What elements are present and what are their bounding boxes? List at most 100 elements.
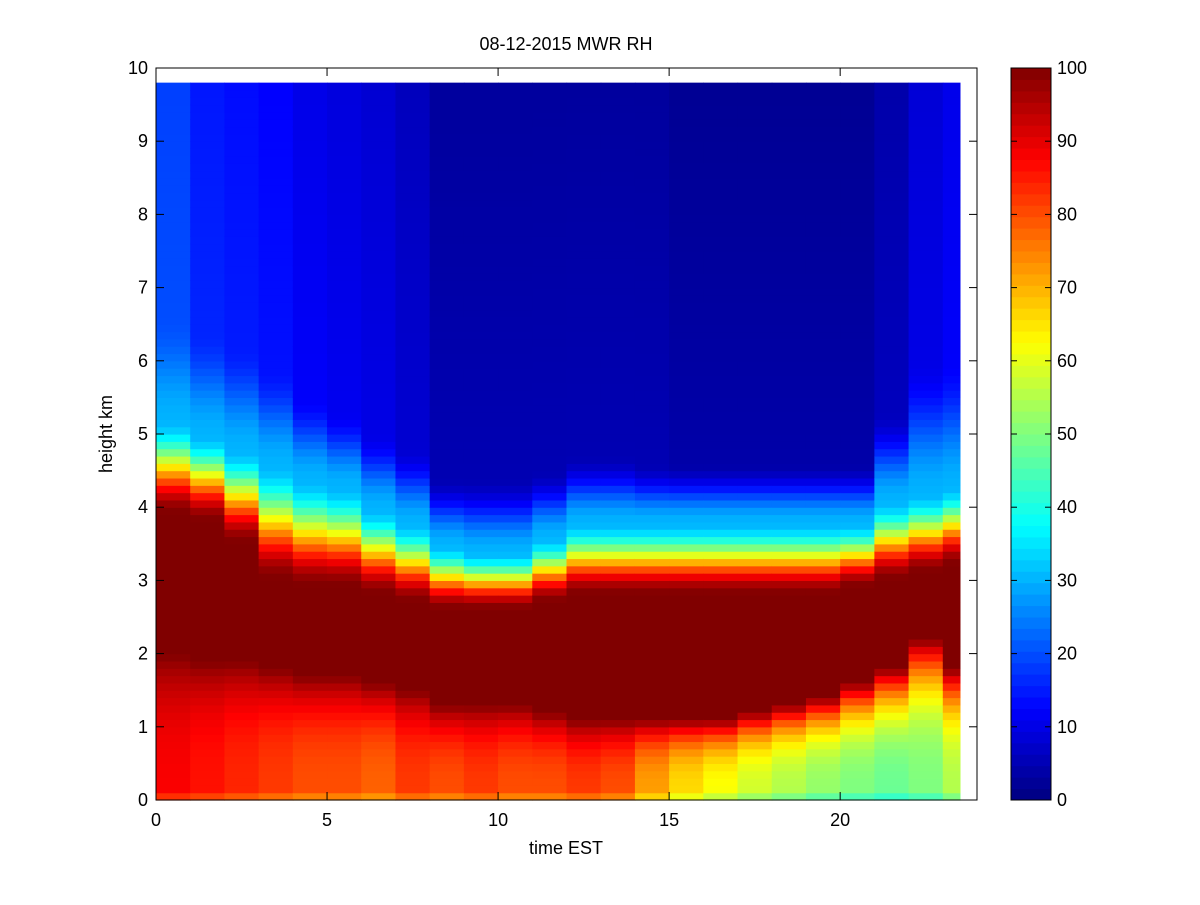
heatmap-cell [429, 353, 465, 362]
heatmap-cell [771, 470, 807, 479]
heatmap-cell [327, 638, 362, 647]
heatmap-cell [840, 734, 875, 743]
heatmap-cell [840, 404, 875, 413]
heatmap-cell [874, 726, 910, 735]
heatmap-cell [429, 324, 465, 333]
heatmap-cell [258, 660, 294, 669]
heatmap-cell [669, 126, 704, 135]
heatmap-cell [600, 529, 636, 538]
heatmap-cell [771, 485, 807, 494]
colorbar-segment [1011, 205, 1051, 218]
heatmap-cell [703, 126, 739, 135]
heatmap-cell [292, 148, 328, 157]
heatmap-cell [669, 412, 704, 420]
heatmap-cell [361, 221, 397, 230]
heatmap-cell [190, 148, 226, 157]
heatmap-cell [566, 543, 602, 552]
heatmap-cell [737, 697, 773, 706]
heatmap-cell [771, 792, 807, 801]
heatmap-cell [258, 646, 294, 655]
heatmap-cell [600, 104, 636, 113]
heatmap-cell [498, 382, 533, 391]
heatmap-cell [805, 368, 841, 377]
heatmap-cell [669, 660, 704, 669]
heatmap-cell [498, 617, 533, 625]
heatmap-cell [190, 155, 226, 164]
heatmap-cell [805, 192, 841, 201]
heatmap-cell [498, 104, 533, 113]
heatmap-cell [327, 111, 362, 120]
heatmap-cell [361, 529, 397, 538]
heatmap-cell [805, 89, 841, 98]
heatmap-cell [292, 712, 328, 721]
heatmap-cell [429, 631, 465, 640]
heatmap-cell [908, 690, 944, 699]
heatmap-cell [292, 390, 328, 398]
heatmap-cell [156, 792, 191, 801]
heatmap-cell [737, 638, 773, 647]
heatmap-cell [258, 221, 294, 230]
heatmap-cell [874, 763, 910, 772]
heatmap-cell [292, 119, 328, 128]
heatmap-cell [190, 778, 226, 786]
heatmap-cell [669, 565, 704, 574]
heatmap-cell [566, 551, 602, 560]
heatmap-cell [942, 338, 961, 347]
heatmap-cell [566, 558, 602, 567]
heatmap-cell [908, 177, 944, 186]
heatmap-cell [532, 741, 568, 750]
heatmap-cell [532, 265, 568, 274]
heatmap-cell [292, 155, 328, 164]
heatmap-cell [805, 726, 841, 735]
heatmap-cell [156, 185, 191, 194]
heatmap-cell [463, 580, 499, 589]
heatmap-cell [805, 617, 841, 625]
heatmap-cell [703, 580, 739, 589]
heatmap-cell [395, 141, 431, 150]
heatmap-cell [532, 287, 568, 296]
heatmap-cell [292, 646, 328, 655]
heatmap-cell [703, 448, 739, 457]
heatmap-cell [908, 324, 944, 333]
heatmap-cell [634, 434, 670, 442]
heatmap-cell [224, 324, 260, 333]
heatmap-cell [737, 346, 773, 355]
heatmap-cell [805, 316, 841, 325]
heatmap-cell [463, 448, 499, 457]
heatmap-cell [292, 236, 328, 245]
heatmap-cell [224, 660, 260, 669]
heatmap-cell [805, 448, 841, 457]
heatmap-cell [224, 368, 260, 377]
heatmap-cell [669, 155, 704, 164]
heatmap-cell [566, 521, 602, 530]
y-tick-label: 4 [138, 497, 148, 517]
heatmap-cell [224, 595, 260, 603]
heatmap-cell [942, 485, 961, 494]
heatmap-cell [703, 185, 739, 194]
heatmap-cell [771, 199, 807, 208]
heatmap-cell [156, 492, 191, 501]
heatmap-cell [224, 82, 260, 91]
heatmap-cell [600, 294, 636, 303]
heatmap-cell [224, 785, 260, 794]
heatmap-cell [600, 565, 636, 574]
heatmap-cell [429, 514, 465, 523]
heatmap-cell [771, 653, 807, 662]
heatmap-cell [874, 595, 910, 603]
heatmap-cell [258, 748, 294, 757]
heatmap-cell [874, 770, 910, 779]
heatmap-cell [634, 726, 670, 735]
heatmap-cell [156, 316, 191, 325]
heatmap-cell [532, 704, 568, 713]
heatmap-cell [463, 719, 499, 728]
heatmap-cell [600, 111, 636, 120]
heatmap-cell [771, 543, 807, 552]
heatmap-cell [771, 763, 807, 772]
heatmap-cell [840, 207, 875, 215]
heatmap-cell [463, 236, 499, 245]
heatmap-cell [942, 624, 961, 633]
heatmap-cell [874, 748, 910, 757]
heatmap-cell [327, 756, 362, 764]
heatmap-cell [908, 734, 944, 743]
heatmap-cell [258, 346, 294, 355]
